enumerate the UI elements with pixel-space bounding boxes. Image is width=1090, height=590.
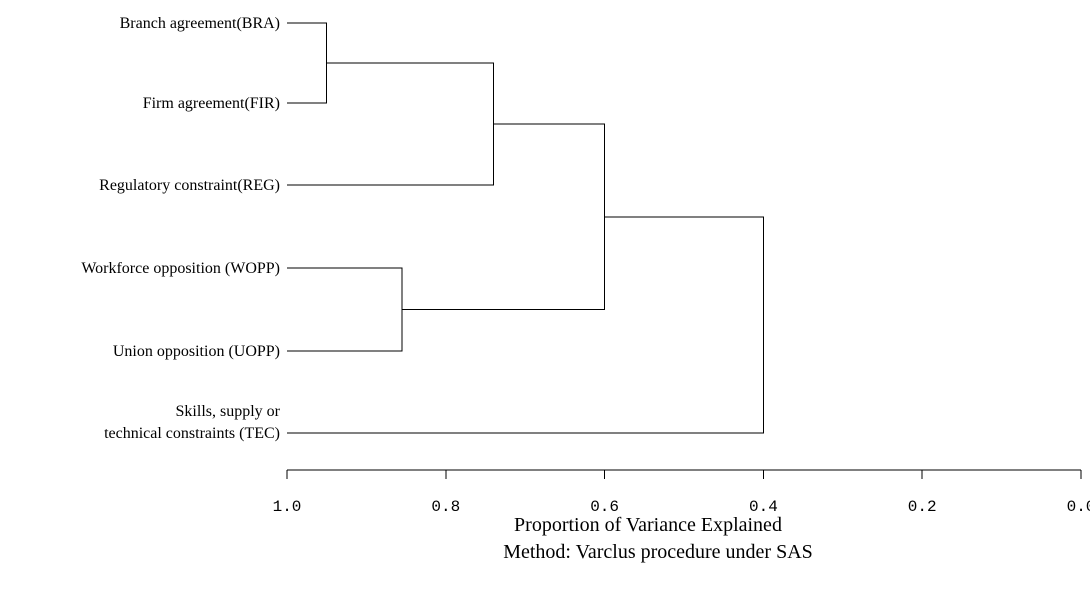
x-tick-label: 0.0 [1067, 498, 1090, 516]
dendrogram-links [287, 22, 764, 434]
x-tick-label: 0.4 [749, 498, 778, 516]
merge-link-m3 [287, 62, 494, 186]
leaf-labels: Branch agreement(BRA) Firm agreement(FIR)… [81, 15, 280, 442]
leaf-label-line: Union opposition (UOPP) [113, 343, 280, 360]
x-axis-ticks: 1.0 0.8 0.6 0.4 0.2 0.0 [273, 470, 1090, 516]
merge-link-m1 [287, 22, 328, 104]
leaf-label-fir: Firm agreement(FIR) [143, 95, 280, 112]
chart-subtitle: Method: Varclus procedure under SAS [503, 541, 813, 563]
leaf-label-tec: Skills, supply or technical constraints (… [104, 403, 281, 442]
x-tick-label: 0.8 [431, 498, 460, 516]
merge-link-m2 [287, 267, 403, 352]
x-axis: 1.0 0.8 0.6 0.4 0.2 0.0 [273, 469, 1090, 516]
leaf-label-bra: Branch agreement(BRA) [120, 15, 280, 32]
leaf-label-line: Firm agreement(FIR) [143, 95, 280, 112]
merge-link-m4 [402, 123, 606, 310]
x-tick-label: 0.2 [908, 498, 937, 516]
x-tick-label: 0.6 [590, 498, 619, 516]
leaf-label-line: Skills, supply or [176, 403, 281, 420]
leaf-label-line: Branch agreement(BRA) [120, 15, 280, 32]
leaf-label-line: Regulatory constraint(REG) [99, 177, 280, 194]
x-axis-label: Proportion of Variance Explained [514, 514, 782, 536]
merge-link-m5 [287, 216, 764, 434]
leaf-label-line: Workforce opposition (WOPP) [81, 260, 280, 277]
leaf-label-uopp: Union opposition (UOPP) [113, 343, 280, 360]
x-tick-label: 1.0 [273, 498, 302, 516]
leaf-label-reg: Regulatory constraint(REG) [99, 177, 280, 194]
leaf-label-line: technical constraints (TEC) [104, 425, 280, 442]
leaf-label-wopp: Workforce opposition (WOPP) [81, 260, 280, 277]
